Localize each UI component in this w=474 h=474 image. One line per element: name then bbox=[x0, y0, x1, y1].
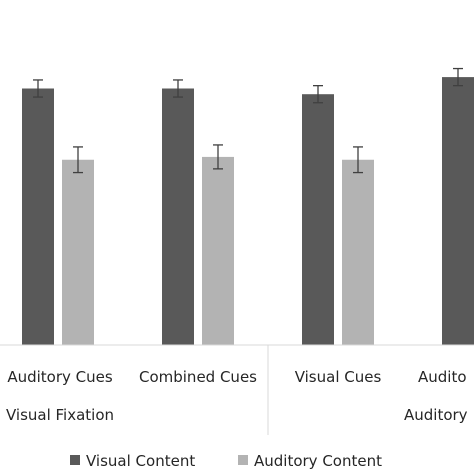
error-bar-visual-content-1 bbox=[173, 79, 183, 98]
category-label-audito: Audito bbox=[418, 368, 467, 386]
legend-swatch-auditory-content bbox=[238, 455, 248, 465]
error-bar-visual-content-2 bbox=[313, 85, 323, 104]
legend-label-auditory-content: Auditory Content bbox=[254, 452, 382, 470]
group-label-visual-fixation: Visual Fixation bbox=[6, 406, 114, 424]
legend: Visual Content Auditory Content bbox=[70, 452, 382, 470]
bar-auditory-content-0 bbox=[62, 159, 94, 345]
bars-layer bbox=[22, 67, 474, 345]
legend-swatch-visual-content bbox=[70, 455, 80, 465]
group-label-auditory: Auditory bbox=[404, 406, 468, 424]
bar-auditory-content-1 bbox=[202, 156, 234, 345]
error-bar-auditory-content-0 bbox=[73, 146, 83, 174]
error-bar-auditory-content-2 bbox=[353, 146, 363, 174]
bar-visual-content-2 bbox=[302, 94, 334, 345]
bar-visual-content-1 bbox=[162, 88, 194, 345]
error-bar-auditory-content-1 bbox=[213, 144, 223, 170]
category-label-visual-cues: Visual Cues bbox=[295, 368, 382, 386]
error-bar-visual-content-3 bbox=[453, 67, 463, 87]
category-label-auditory-cues: Auditory Cues bbox=[7, 368, 113, 386]
error-bar-visual-content-0 bbox=[33, 79, 43, 98]
bar-visual-content-3 bbox=[442, 77, 474, 345]
legend-label-visual-content: Visual Content bbox=[86, 452, 195, 470]
category-label-combined-cues: Combined Cues bbox=[139, 368, 257, 386]
bar-auditory-content-2 bbox=[342, 159, 374, 345]
bar-visual-content-0 bbox=[22, 88, 54, 345]
